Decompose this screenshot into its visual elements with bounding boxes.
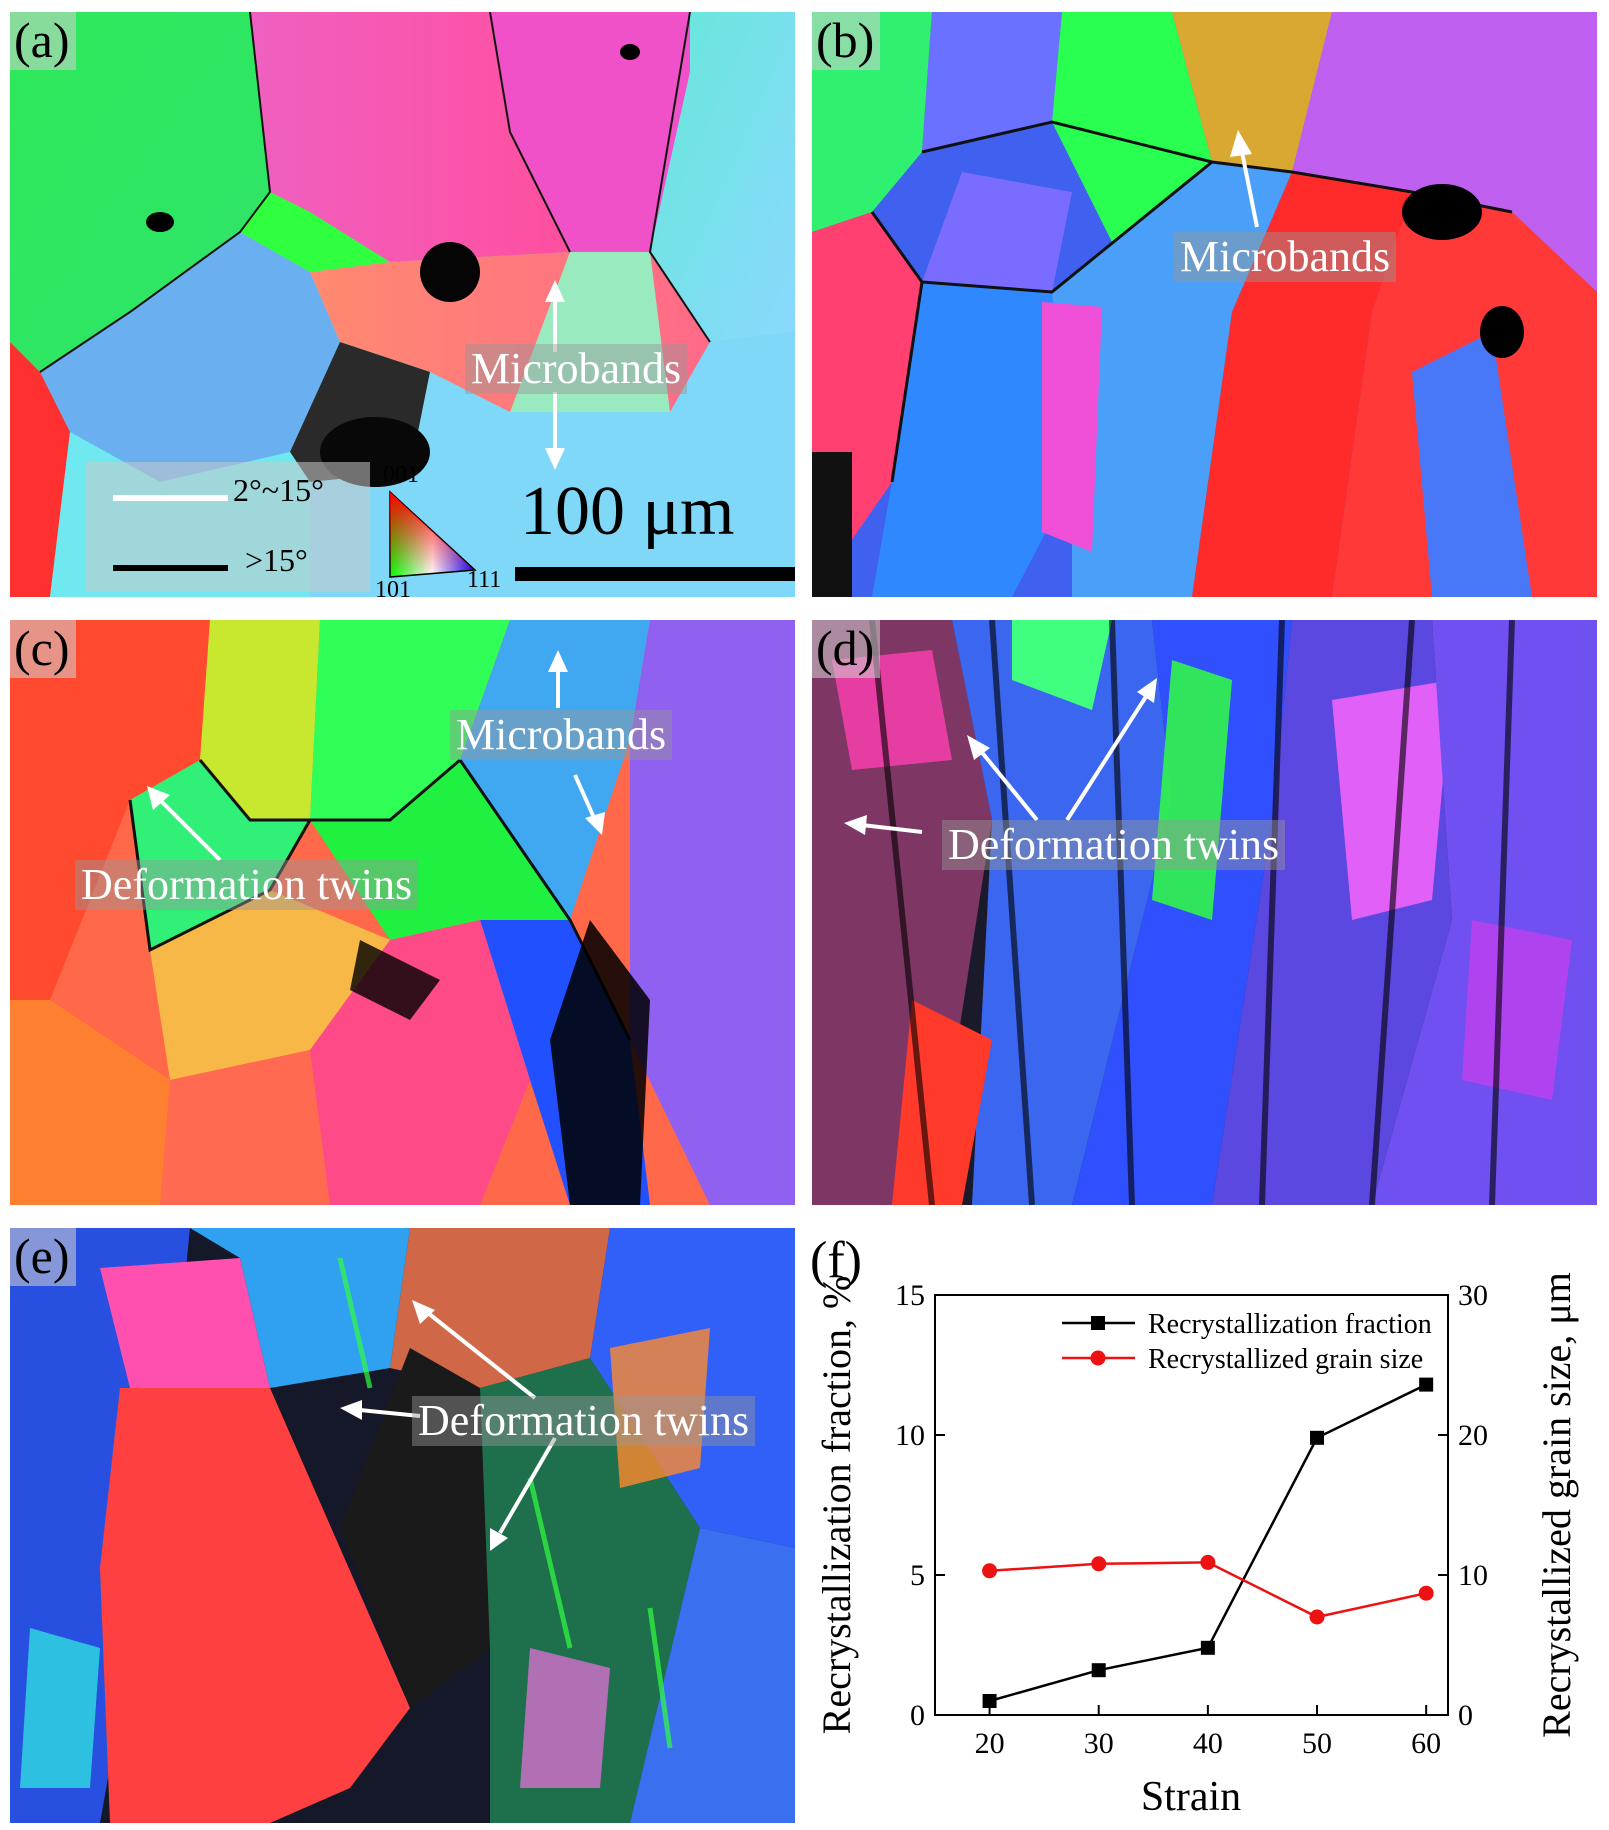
high-angle-line	[113, 565, 228, 571]
data-point-grain-size	[1309, 1609, 1325, 1625]
x-tick-label: 60	[1411, 1727, 1441, 1760]
x-tick-label: 30	[1084, 1727, 1114, 1760]
low-angle-label: 2°~15°	[233, 472, 324, 508]
data-point-grain-size	[1200, 1554, 1216, 1570]
panel-a-ebsd-map: (a) Microbands 2°~15° >15° 001 101 111 1…	[10, 12, 795, 597]
arrows	[340, 1300, 557, 1551]
panel-e-ebsd-map: (e) Deformation twins	[10, 1228, 795, 1823]
legend-label-grain-size: Recrystallized grain size	[1148, 1344, 1423, 1375]
arrows	[844, 678, 1157, 835]
ebsd-orientation-map	[10, 620, 795, 1205]
y-right-tick-label: 10	[1458, 1559, 1488, 1592]
legend-marker-circle	[1090, 1350, 1106, 1366]
panel-label: (b)	[812, 12, 881, 70]
annotation-deformation-twins: Deformation twins	[412, 1396, 756, 1446]
x-tick-label: 20	[975, 1727, 1005, 1760]
arrows	[147, 650, 605, 862]
ebsd-orientation-map	[10, 1228, 795, 1823]
panel-label: (d)	[812, 620, 881, 678]
series-line-1	[989, 1561, 1427, 1619]
panel-label: (e)	[10, 1228, 76, 1286]
panel-d-ebsd-map: (d) Deformation twins	[812, 620, 1597, 1205]
ebsd-orientation-map	[812, 620, 1597, 1205]
low-angle-line	[113, 495, 228, 501]
ipf-101-label: 101	[375, 577, 411, 597]
y-left-tick-label: 0	[910, 1699, 925, 1732]
annotation-microbands: Microbands	[1174, 232, 1397, 282]
data-point-fraction	[982, 1694, 997, 1708]
chart-legend: Recrystallization fraction Recrystallize…	[1062, 1309, 1432, 1375]
panel-f-chart: (f) 20 30 40 50 60 0 5 10 15 0 10 20 30 Strain Rec…	[810, 1225, 1590, 1825]
data-point-grain-size	[982, 1563, 998, 1579]
x-tick-label: 40	[1193, 1727, 1223, 1760]
y-axis-right-label: Recrystallized grain size, μm	[1534, 1272, 1579, 1738]
y-right-tick-label: 20	[1458, 1419, 1488, 1452]
ebsd-orientation-map	[812, 12, 1597, 597]
y-right-tick-label: 0	[1458, 1699, 1473, 1732]
scale-bar	[515, 567, 795, 581]
data-point-fraction	[1200, 1640, 1215, 1655]
data-point-fraction	[1310, 1430, 1325, 1445]
x-axis-label: Strain	[1141, 1774, 1241, 1820]
annotation-deformation-twins: Deformation twins	[75, 860, 419, 910]
y-right-tick-label: 30	[1458, 1279, 1488, 1312]
legend-label-fraction: Recrystallization fraction	[1148, 1309, 1432, 1340]
panel-label: (c)	[10, 620, 76, 678]
data-point-grain-size	[1091, 1556, 1107, 1572]
plot-frame	[934, 1294, 1449, 1716]
scale-bar-label: 100 μm	[520, 473, 735, 550]
data-point-fraction	[1419, 1377, 1434, 1392]
y-axis-left-label: Recrystallization fraction, %	[814, 1276, 859, 1735]
ipf-triangle-key: 001 101 111	[375, 462, 501, 597]
panel-label: (f)	[810, 1232, 862, 1289]
high-angle-label: >15°	[245, 542, 308, 578]
panel-label: (a)	[10, 12, 76, 70]
y-left-tick-label: 10	[895, 1419, 925, 1452]
boundary-legend: 2°~15° >15°	[85, 462, 370, 592]
data-point-fraction	[1091, 1663, 1106, 1678]
annotation-deformation-twins: Deformation twins	[942, 820, 1286, 870]
chart: (f) 20 30 40 50 60 0 5 10 15 0 10 20 30 Strain Rec…	[810, 1232, 1579, 1820]
ipf-001-label: 001	[383, 462, 419, 488]
annotation-microbands: Microbands	[465, 344, 688, 394]
y-left-tick-label: 5	[910, 1559, 925, 1592]
ipf-111-label: 111	[467, 567, 501, 593]
y-left-tick-label: 15	[895, 1279, 925, 1312]
arrows	[545, 280, 565, 470]
x-tick-label: 50	[1302, 1727, 1332, 1760]
annotation-microbands: Microbands	[450, 710, 673, 760]
panel-c-ebsd-map: (c) Microbands Deformation twins	[10, 620, 795, 1205]
arrows	[1230, 130, 1259, 228]
data-point-grain-size	[1418, 1585, 1434, 1601]
legend-marker-square	[1091, 1316, 1105, 1330]
panel-b-ebsd-map: (b) Microbands	[812, 12, 1597, 597]
